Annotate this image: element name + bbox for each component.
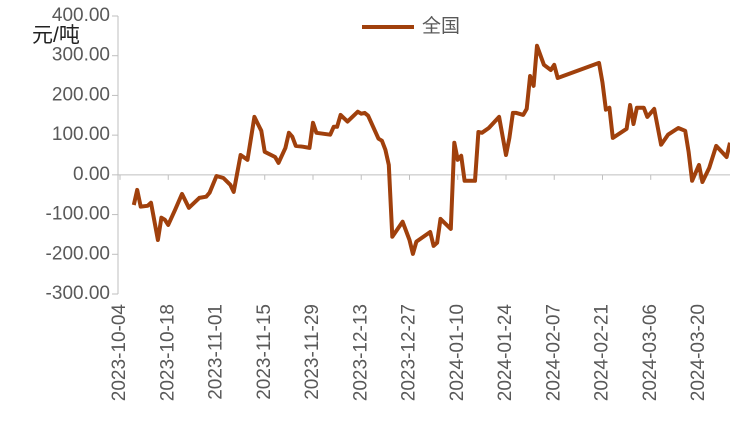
x-tick-label: 2023-10-18 [157,304,178,401]
y-tick-label: 100.00 [52,124,110,145]
y-axis-label: 元/吨 [32,24,80,47]
y-tick-label: 300.00 [52,45,110,66]
x-tick-label: 2024-01-24 [495,304,516,402]
y-tick-label: -100.00 [46,204,110,225]
x-tick-label: 2023-11-01 [206,304,227,400]
series-line [131,43,730,256]
y-tick-label: 200.00 [52,84,110,105]
x-tick-label: 2024-01-10 [447,304,468,401]
y-tick-label: 400.00 [52,5,110,26]
x-tick-label: 2024-03-20 [688,304,709,401]
x-tick-label: 2024-02-07 [543,304,564,401]
y-tick-label: -200.00 [46,243,110,264]
y-tick-label: -300.00 [46,283,110,304]
x-tick-label: 2023-12-13 [350,304,371,401]
legend-label: 全国 [422,15,460,37]
y-tick-label: 0.00 [73,164,110,185]
x-tick-label: 2023-10-04 [109,304,130,402]
x-tick-label: 2023-11-15 [254,304,275,400]
x-tick-label: 2023-11-29 [302,304,323,400]
x-tick-label: 2024-03-06 [640,304,661,401]
x-tick-label: 2023-12-27 [399,304,420,401]
x-tick-label: 2024-02-21 [592,304,613,401]
